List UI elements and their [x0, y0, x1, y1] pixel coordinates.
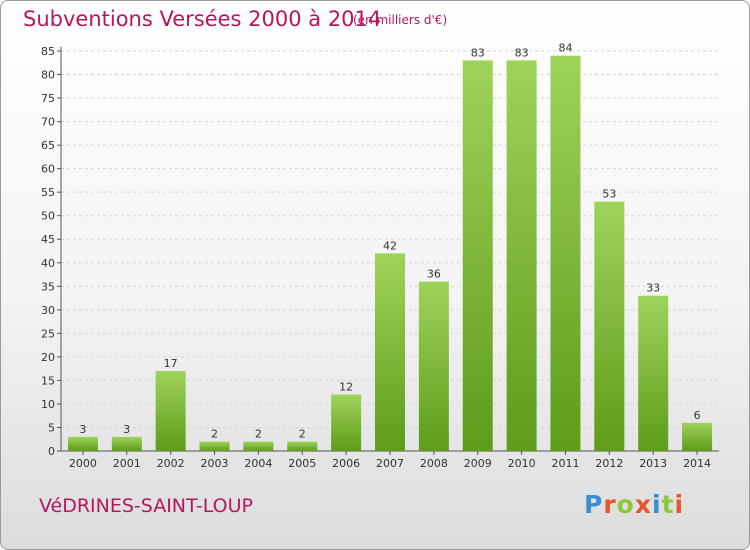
logo-letter: i	[652, 490, 662, 519]
bar	[199, 441, 230, 451]
x-tick-label: 2009	[464, 457, 492, 470]
data-label: 6	[694, 409, 701, 422]
y-tick-label: 30	[41, 304, 55, 317]
y-tick-label: 40	[41, 257, 55, 270]
data-label: 2	[211, 428, 218, 441]
chart-subtitle: (en milliers d'€)	[353, 13, 448, 27]
x-tick-label: 2006	[332, 457, 360, 470]
x-tick-label: 2004	[244, 457, 272, 470]
y-tick-label: 50	[41, 210, 55, 223]
logo-letter: t	[661, 490, 675, 519]
x-tick-label: 2008	[420, 457, 448, 470]
x-tick-label: 2013	[639, 457, 667, 470]
y-tick-label: 75	[41, 92, 55, 105]
data-label: 3	[123, 423, 130, 436]
x-tick-label: 2010	[508, 457, 536, 470]
y-tick-label: 65	[41, 139, 55, 152]
bars	[67, 55, 713, 452]
x-tick-label: 2011	[551, 457, 579, 470]
y-tick-label: 25	[41, 327, 55, 340]
bar	[594, 201, 625, 451]
x-tick-label: 2012	[595, 457, 623, 470]
y-tick-label: 70	[41, 116, 55, 129]
bar	[506, 60, 537, 451]
x-tick-label: 2003	[201, 457, 229, 470]
bar	[111, 436, 142, 451]
y-tick-label: 60	[41, 163, 55, 176]
data-label: 17	[164, 357, 178, 370]
y-tick-label: 80	[41, 69, 55, 82]
y-tick-label: 85	[41, 45, 55, 58]
data-label: 12	[339, 381, 353, 394]
data-label: 3	[79, 423, 86, 436]
bar	[682, 422, 713, 451]
x-tick-label: 2005	[288, 457, 316, 470]
x-tick-label: 2000	[69, 457, 97, 470]
bar	[418, 281, 449, 451]
bar	[155, 371, 186, 451]
data-label: 83	[515, 46, 529, 59]
x-tick-label: 2014	[683, 457, 711, 470]
bar	[287, 441, 318, 451]
x-tick-label: 2001	[113, 457, 141, 470]
logo-letter: x	[634, 490, 652, 519]
y-tick-label: 20	[41, 351, 55, 364]
data-label: 83	[471, 46, 485, 59]
data-label: 36	[427, 268, 441, 281]
bar	[67, 436, 98, 451]
bar	[375, 253, 405, 451]
y-tick-label: 55	[41, 186, 55, 199]
logo-letter: r	[603, 490, 617, 519]
data-label: 84	[558, 42, 572, 55]
data-label: 53	[602, 188, 616, 201]
x-tick-label: 2007	[376, 457, 404, 470]
bar	[331, 394, 362, 451]
data-label: 2	[255, 428, 262, 441]
y-tick-label: 35	[41, 280, 55, 293]
logo-letter: o	[616, 490, 635, 519]
proxiti-logo: Proxiti	[584, 490, 684, 519]
y-tick-label: 15	[41, 374, 55, 387]
y-tick-label: 10	[41, 398, 55, 411]
bar	[243, 441, 274, 451]
commune-name: VéDRINES-SAINT-LOUP	[39, 495, 253, 517]
data-label: 2	[299, 428, 306, 441]
bar	[462, 60, 493, 451]
y-tick-label: 5	[48, 421, 55, 434]
labels: 0 5 10 15 20 25 30 35 40 45 50 55 60 65 70 75 80 85 3 2000 3…	[41, 42, 711, 470]
logo-letter: i	[674, 490, 685, 519]
data-label: 33	[646, 282, 660, 295]
y-tick-label: 0	[48, 445, 55, 458]
bar	[550, 55, 581, 452]
logo-letter: P	[584, 490, 604, 519]
data-label: 42	[383, 239, 397, 252]
y-tick-label: 45	[41, 233, 55, 246]
chart-title: Subventions Versées 2000 à 2014	[23, 7, 382, 31]
x-tick-label: 2002	[157, 457, 185, 470]
bar	[638, 295, 669, 451]
